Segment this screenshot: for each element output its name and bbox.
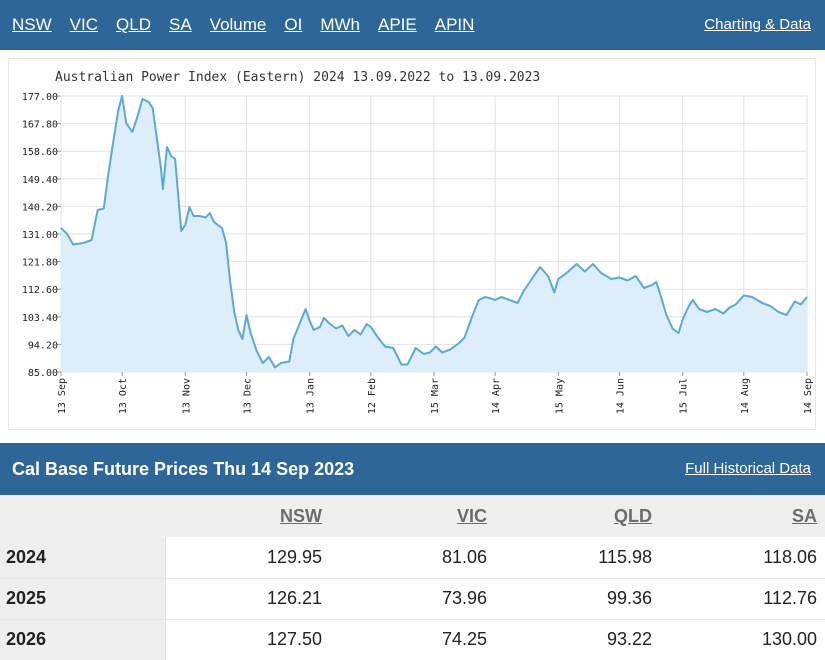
area-layer [60, 95, 808, 372]
x-tick-label: 15 Mar [430, 378, 441, 414]
full-historical-data-link[interactable]: Full Historical Data [685, 460, 811, 477]
y-tick-label: 131.00 [22, 230, 58, 241]
y-tick-label: 94.20 [28, 340, 58, 351]
x-tick-label: 15 Jul [679, 378, 690, 414]
price-cell: 99.36 [495, 578, 660, 620]
y-tick-label: 112.60 [22, 285, 58, 296]
table-corner [0, 495, 165, 537]
y-tick-label: 149.40 [22, 175, 58, 186]
nav-link-sa[interactable]: SA [168, 15, 192, 34]
table-row: 2024 129.95 81.06 115.98 118.06 [0, 537, 825, 579]
top-nav-bar: NSW VIC QLD SA Volume OI MWh APIE APIN C… [0, 0, 825, 50]
price-cell: 126.21 [165, 578, 330, 620]
price-cell: 93.22 [495, 619, 660, 660]
column-header-vic[interactable]: VIC [330, 495, 495, 537]
price-cell: 129.95 [165, 537, 330, 579]
y-tick-label: 103.40 [22, 313, 58, 324]
y-tick-label: 121.80 [22, 258, 58, 269]
price-cell: 130.00 [660, 619, 825, 660]
chart-title: Australian Power Index (Eastern) 2024 13… [55, 70, 540, 85]
price-cell: 81.06 [330, 537, 495, 579]
x-tick-label: 13 Nov [181, 378, 192, 414]
nav-link-qld[interactable]: QLD [116, 15, 151, 34]
x-tick-label: 15 May [554, 378, 565, 414]
y-tick-label: 140.20 [22, 202, 58, 213]
y-tick-label: 167.80 [22, 120, 58, 131]
x-tick-label: 13 Jan [306, 378, 317, 414]
x-tick-label: 12 Feb [367, 378, 378, 414]
nav-link-vic[interactable]: VIC [69, 15, 99, 34]
x-tick-label: 14 Apr [491, 378, 502, 414]
region-nav: NSW VIC QLD SA Volume OI MWh APIE APIN [0, 0, 492, 50]
row-year: 2026 [0, 619, 166, 660]
y-tick-label: 85.00 [28, 368, 58, 379]
column-header-sa[interactable]: SA [660, 495, 825, 537]
x-tick-label: 14 Aug [740, 378, 751, 414]
chart-svg: Australian Power Index (Eastern) 2024 13… [22, 70, 814, 414]
nav-link-mwh[interactable]: MWh [320, 15, 360, 34]
y-tick-label: 177.00 [22, 92, 58, 103]
x-tick-label: 13 Oct [118, 378, 129, 414]
x-tick-label: 13 Dec [242, 378, 253, 414]
price-cell: 118.06 [660, 537, 825, 579]
axis-layer: 177.00 167.80 158.60 149.40 140.20 131.00 121.… [22, 92, 814, 414]
series-area-fill [61, 96, 807, 372]
nav-link-nsw[interactable]: NSW [12, 15, 52, 34]
nav-link-apin[interactable]: APIN [434, 15, 475, 34]
price-cell: 112.76 [660, 578, 825, 620]
nav-link-volume[interactable]: Volume [209, 15, 267, 34]
price-cell: 74.25 [330, 619, 495, 660]
column-header-nsw[interactable]: NSW [165, 495, 330, 537]
price-cell: 73.96 [330, 578, 495, 620]
price-cell: 127.50 [165, 619, 330, 660]
cal-title: Cal Base Future Prices Thu 14 Sep 2023 [12, 459, 355, 479]
series-line [60, 95, 808, 369]
price-chart: Australian Power Index (Eastern) 2024 13… [8, 58, 816, 430]
x-tick-label: 14 Sep [803, 378, 814, 414]
table-header-row: NSW VIC QLD SA [0, 495, 825, 537]
nav-link-oi[interactable]: OI [284, 15, 303, 34]
row-year: 2025 [0, 578, 166, 620]
table-row: 2026 127.50 74.25 93.22 130.00 [0, 619, 825, 660]
column-header-qld[interactable]: QLD [495, 495, 660, 537]
cal-header: Cal Base Future Prices Thu 14 Sep 2023 F… [0, 443, 825, 495]
price-cell: 115.98 [495, 537, 660, 579]
charting-data-link[interactable]: Charting & Data [704, 16, 811, 33]
y-tick-label: 158.60 [22, 147, 58, 158]
table-row: 2025 126.21 73.96 99.36 112.76 [0, 578, 825, 620]
x-tick-label: 13 Sep [57, 378, 68, 414]
row-year: 2024 [0, 537, 166, 579]
nav-link-apie[interactable]: APIE [378, 15, 417, 34]
x-tick-label: 14 Jun [615, 378, 626, 414]
cal-prices-table: NSW VIC QLD SA 2024 129.95 81.06 115.98 … [0, 495, 825, 660]
